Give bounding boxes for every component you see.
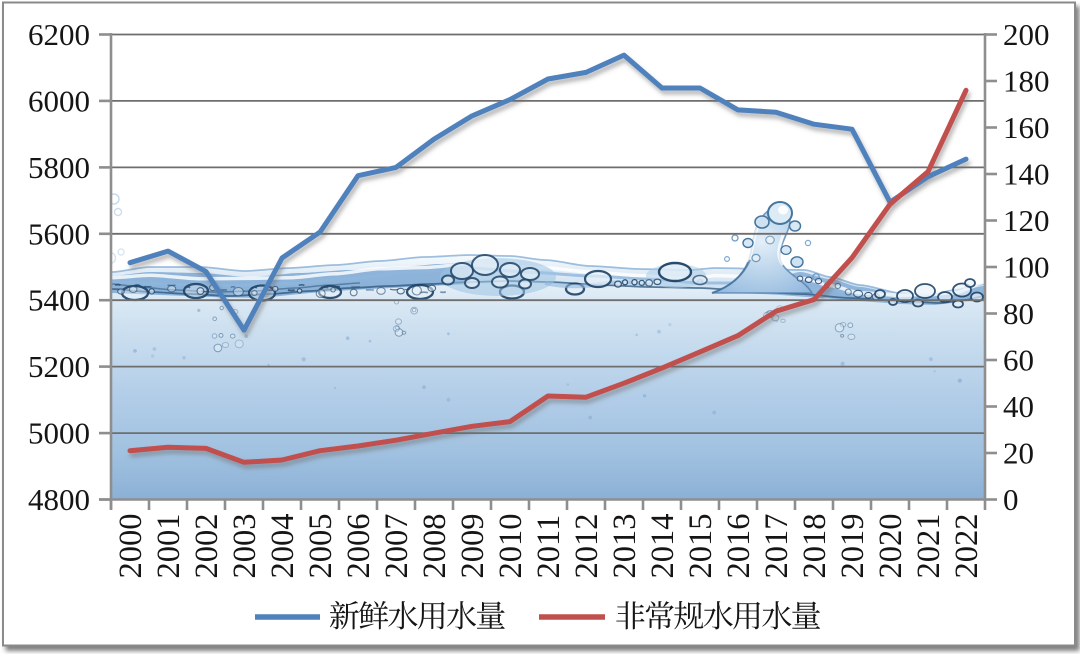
svg-text:2000: 2000 xyxy=(113,514,149,579)
svg-text:5000: 5000 xyxy=(28,416,90,451)
svg-text:2008: 2008 xyxy=(417,514,453,579)
svg-text:2003: 2003 xyxy=(227,514,263,579)
svg-text:2013: 2013 xyxy=(607,514,643,579)
svg-text:60: 60 xyxy=(1003,343,1034,378)
svg-text:2016: 2016 xyxy=(721,514,757,579)
svg-text:2014: 2014 xyxy=(645,514,681,579)
svg-text:100: 100 xyxy=(1003,250,1050,285)
svg-text:140: 140 xyxy=(1003,157,1050,192)
svg-text:2006: 2006 xyxy=(341,514,377,579)
svg-text:2022: 2022 xyxy=(949,514,985,579)
svg-text:2004: 2004 xyxy=(265,514,301,579)
svg-text:80: 80 xyxy=(1003,296,1034,331)
svg-text:5800: 5800 xyxy=(28,150,90,185)
svg-text:0: 0 xyxy=(1003,482,1019,517)
svg-text:2019: 2019 xyxy=(835,514,871,579)
svg-text:6200: 6200 xyxy=(28,17,90,52)
svg-text:2001: 2001 xyxy=(151,514,187,579)
svg-text:2018: 2018 xyxy=(797,514,833,579)
svg-text:20: 20 xyxy=(1003,436,1034,471)
svg-text:2005: 2005 xyxy=(303,514,339,579)
svg-text:5400: 5400 xyxy=(28,283,90,318)
svg-text:200: 200 xyxy=(1003,17,1050,52)
svg-text:40: 40 xyxy=(1003,389,1034,424)
svg-text:2021: 2021 xyxy=(911,514,947,579)
svg-text:120: 120 xyxy=(1003,203,1050,238)
svg-text:5200: 5200 xyxy=(28,349,90,384)
svg-text:5600: 5600 xyxy=(28,216,90,251)
svg-text:6000: 6000 xyxy=(28,83,90,118)
svg-text:2015: 2015 xyxy=(683,514,719,579)
svg-text:2020: 2020 xyxy=(873,514,909,579)
svg-text:2017: 2017 xyxy=(759,514,795,579)
svg-text:2009: 2009 xyxy=(455,514,491,579)
svg-text:2007: 2007 xyxy=(379,514,415,579)
svg-text:2010: 2010 xyxy=(493,514,529,579)
svg-text:180: 180 xyxy=(1003,64,1050,99)
svg-text:2002: 2002 xyxy=(189,514,225,579)
svg-text:4800: 4800 xyxy=(28,482,90,517)
svg-text:160: 160 xyxy=(1003,110,1050,145)
svg-text:2011: 2011 xyxy=(531,515,567,579)
svg-text:2012: 2012 xyxy=(569,514,605,579)
